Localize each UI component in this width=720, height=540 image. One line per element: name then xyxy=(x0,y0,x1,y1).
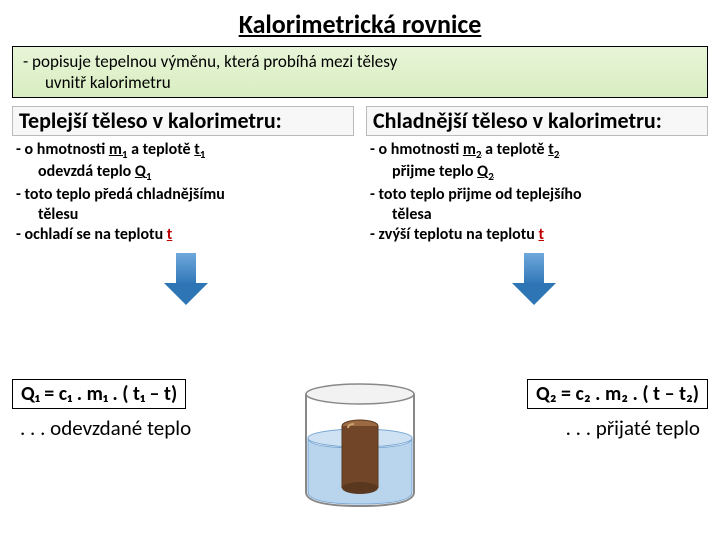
arrows-row xyxy=(12,253,708,307)
beaker-diagram xyxy=(298,380,422,512)
page-title: Kalorimetrická rovnice xyxy=(12,8,708,40)
left-heading: Teplejší těleso v kalorimetru: xyxy=(12,106,354,136)
columns: Teplejší těleso v kalorimetru: - o hmotn… xyxy=(12,106,708,247)
equation-left: Q₁ = c₁ . m₁ . ( t₁ – t) xyxy=(12,379,186,409)
right-column: Chladnější těleso v kalorimetru: - o hmo… xyxy=(366,106,708,247)
intro-line1: - popisuje tepelnou výměnu, která probíh… xyxy=(23,51,697,72)
right-body: - o hmotnosti m2 a teplotě t2 přijme tep… xyxy=(366,138,708,246)
equation-right: Q₂ = c₂ . m₂ . ( t – t₂) xyxy=(527,379,708,409)
right-heading: Chladnější těleso v kalorimetru: xyxy=(366,106,708,136)
down-arrow-icon xyxy=(164,253,208,307)
intro-box: - popisuje tepelnou výměnu, která probíh… xyxy=(12,46,708,98)
intro-line2: uvnitř kalorimetru xyxy=(23,72,697,93)
left-column: Teplejší těleso v kalorimetru: - o hmotn… xyxy=(12,106,354,247)
left-body: - o hmotnosti m1 a teplotě t1 odevzdá te… xyxy=(12,138,354,246)
down-arrow-icon xyxy=(512,253,556,307)
